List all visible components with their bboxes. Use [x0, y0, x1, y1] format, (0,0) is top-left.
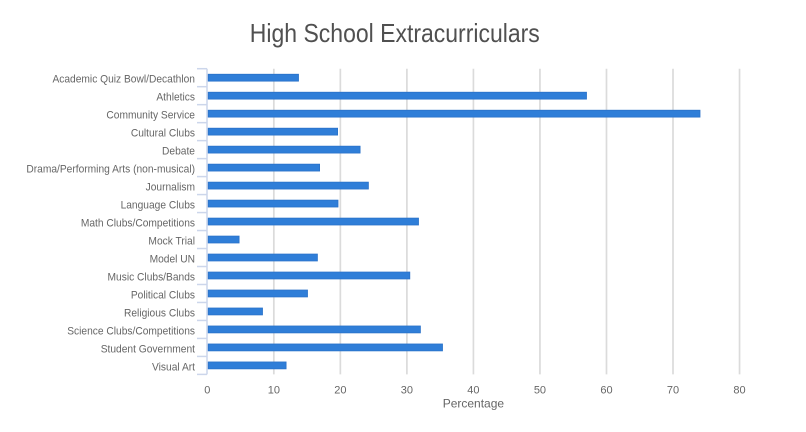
svg-text:Percentage: Percentage — [443, 397, 505, 411]
svg-text:High School Extracurriculars: High School Extracurriculars — [250, 18, 540, 48]
svg-text:Math Clubs/Competitions: Math Clubs/Competitions — [81, 217, 195, 229]
svg-text:Visual Art: Visual Art — [152, 361, 195, 373]
svg-text:Music Clubs/Bands: Music Clubs/Bands — [108, 271, 195, 283]
svg-text:30: 30 — [401, 385, 413, 397]
svg-text:70: 70 — [667, 385, 679, 397]
svg-text:Religious Clubs: Religious Clubs — [124, 307, 195, 319]
svg-text:20: 20 — [334, 385, 346, 397]
svg-text:Science Clubs/Competitions: Science Clubs/Competitions — [67, 325, 195, 337]
svg-text:0: 0 — [204, 385, 210, 397]
svg-text:Community Service: Community Service — [106, 109, 195, 121]
svg-text:60: 60 — [600, 385, 612, 397]
svg-text:Political Clubs: Political Clubs — [131, 289, 195, 301]
svg-text:Drama/Performing Arts (non-mus: Drama/Performing Arts (non-musical) — [26, 163, 195, 175]
svg-text:80: 80 — [733, 385, 745, 397]
svg-text:Model UN: Model UN — [150, 253, 195, 265]
svg-text:Student Government: Student Government — [101, 343, 195, 355]
svg-text:Mock Trial: Mock Trial — [148, 235, 195, 247]
svg-text:40: 40 — [467, 385, 479, 397]
svg-text:Language Clubs: Language Clubs — [121, 199, 195, 211]
svg-text:Journalism: Journalism — [146, 181, 196, 193]
svg-text:50: 50 — [534, 385, 546, 397]
svg-text:10: 10 — [268, 385, 280, 397]
svg-text:Debate: Debate — [162, 145, 195, 157]
svg-text:Cultural Clubs: Cultural Clubs — [131, 127, 195, 139]
svg-text:Academic Quiz Bowl/Decathlon: Academic Quiz Bowl/Decathlon — [52, 73, 195, 85]
svg-text:Athletics: Athletics — [156, 91, 195, 103]
